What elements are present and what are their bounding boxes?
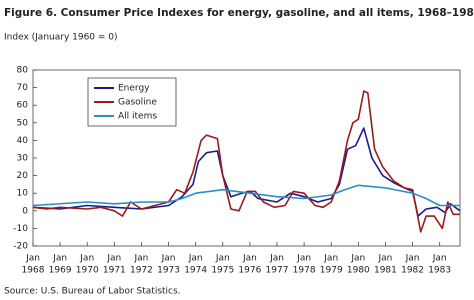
x-tick-label: 1971 bbox=[103, 266, 126, 276]
x-tick-month: Jan bbox=[25, 254, 40, 264]
legend-label: Energy bbox=[118, 84, 150, 94]
x-tick-label: 1968 bbox=[22, 266, 45, 276]
x-tick-month: Jan bbox=[134, 254, 149, 264]
x-tick-label: 1969 bbox=[49, 266, 72, 276]
chart-title: Figure 6. Consumer Price Indexes for ene… bbox=[4, 7, 474, 19]
legend-label: Gasoline bbox=[118, 98, 157, 108]
x-tick-label: 1977 bbox=[266, 266, 289, 276]
y-tick-label: 60 bbox=[17, 101, 29, 111]
x-tick-label: 1979 bbox=[320, 266, 343, 276]
x-tick-month: Jan bbox=[378, 254, 393, 264]
x-tick-month: Jan bbox=[215, 254, 230, 264]
x-tick-month: Jan bbox=[296, 254, 311, 264]
x-tick-label: 1982 bbox=[401, 266, 424, 276]
x-tick-label: 1974 bbox=[184, 266, 207, 276]
x-tick-month: Jan bbox=[350, 254, 365, 264]
y-tick-label: 0 bbox=[22, 206, 28, 216]
x-tick-month: Jan bbox=[106, 254, 121, 264]
y-tick-label: 10 bbox=[17, 189, 29, 199]
x-tick-label: 1973 bbox=[157, 266, 180, 276]
y-tick-label: 30 bbox=[17, 154, 29, 164]
x-tick-label: 1983 bbox=[428, 266, 451, 276]
x-tick-label: 1970 bbox=[76, 266, 99, 276]
x-tick-month: Jan bbox=[242, 254, 257, 264]
y-tick-label: 20 bbox=[17, 171, 29, 181]
x-tick-month: Jan bbox=[188, 254, 203, 264]
x-tick-month: Jan bbox=[405, 254, 420, 264]
x-tick-month: Jan bbox=[323, 254, 338, 264]
y-tick-label: 80 bbox=[17, 66, 29, 76]
x-tick-month: Jan bbox=[269, 254, 284, 264]
x-tick-label: 1981 bbox=[374, 266, 397, 276]
series-line bbox=[32, 90, 460, 233]
y-tick-label: -10 bbox=[13, 224, 28, 234]
y-tick-label: 70 bbox=[17, 83, 29, 93]
x-tick-label: 1975 bbox=[211, 266, 234, 276]
x-tick-month: Jan bbox=[52, 254, 67, 264]
y-tick-label: 50 bbox=[17, 118, 29, 128]
y-axis-label: Index (January 1960 = 0) bbox=[4, 33, 118, 43]
x-tick-label: 1980 bbox=[347, 266, 370, 276]
source-note: Source: U.S. Bureau of Labor Statistics. bbox=[4, 287, 181, 297]
legend-label: All items bbox=[118, 112, 157, 122]
x-tick-label: 1972 bbox=[130, 266, 153, 276]
x-tick-month: Jan bbox=[161, 254, 176, 264]
x-tick-month: Jan bbox=[79, 254, 94, 264]
series-line bbox=[32, 184, 460, 207]
y-tick-label: -20 bbox=[13, 242, 28, 252]
x-tick-month: Jan bbox=[432, 254, 447, 264]
y-tick-label: 40 bbox=[17, 136, 29, 146]
x-tick-label: 1976 bbox=[238, 266, 261, 276]
x-tick-label: 1978 bbox=[293, 266, 316, 276]
